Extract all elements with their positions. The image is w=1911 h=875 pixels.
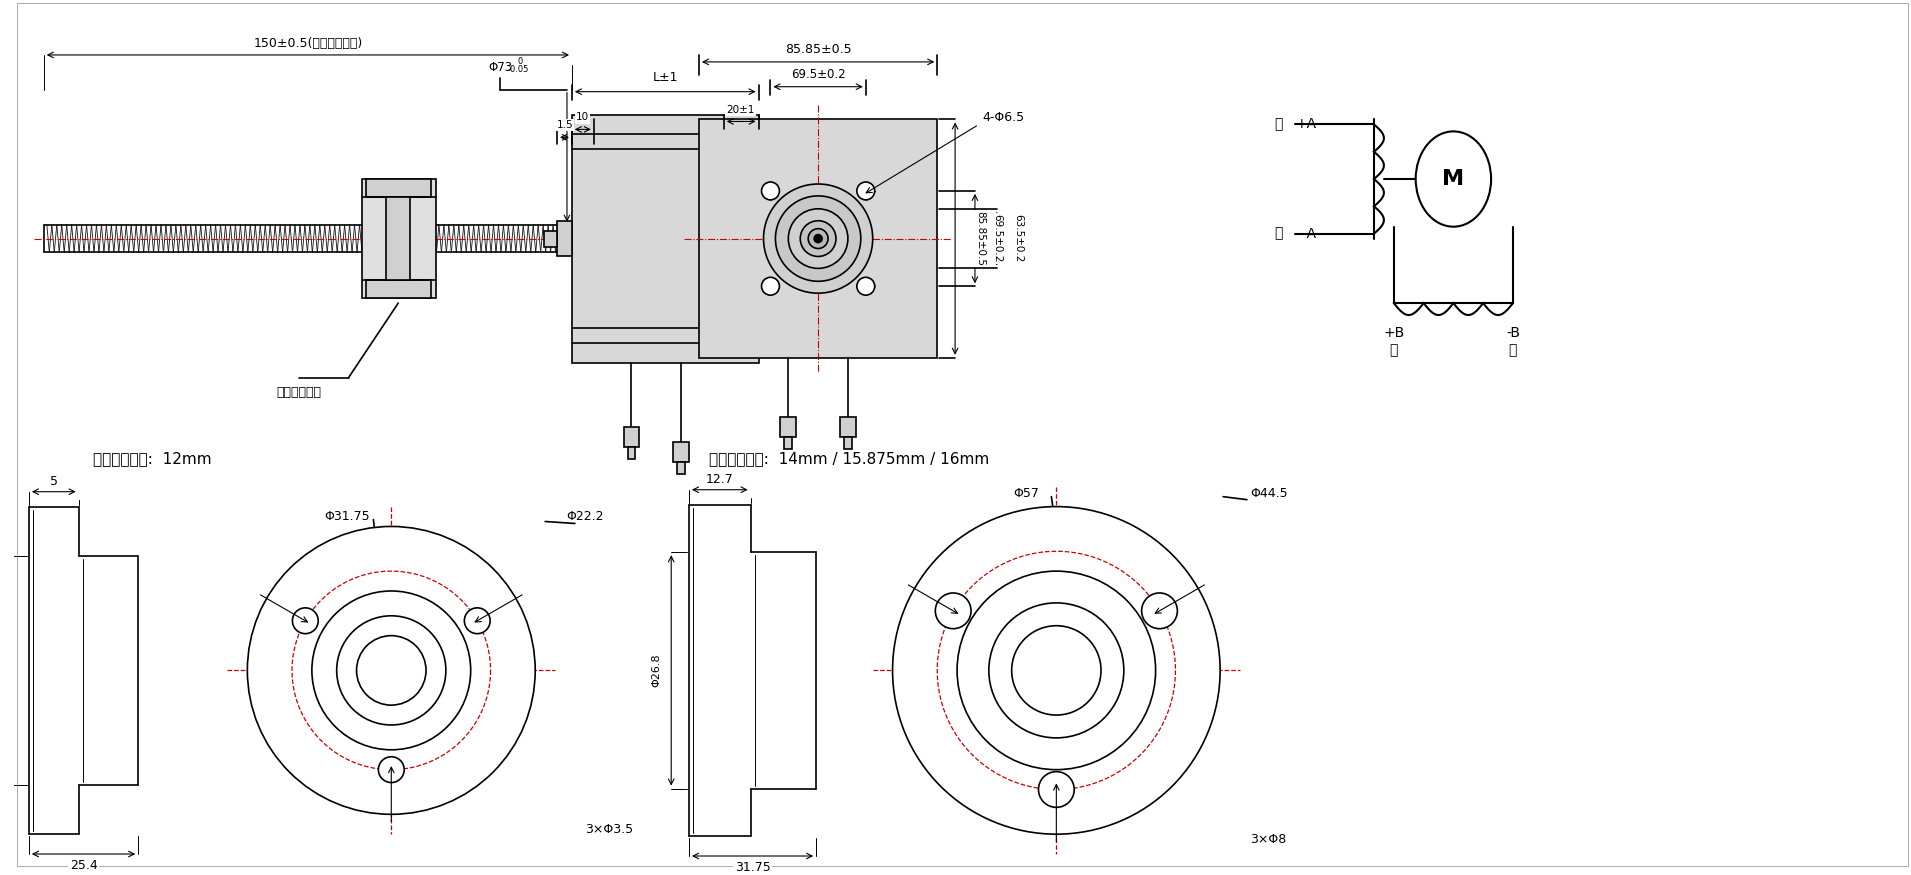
Circle shape — [378, 757, 405, 782]
Text: 梯型丝杆直径:  14mm / 15.875mm / 16mm: 梯型丝杆直径: 14mm / 15.875mm / 16mm — [709, 452, 990, 466]
Circle shape — [292, 608, 319, 634]
Text: Φ57: Φ57 — [1013, 487, 1040, 500]
Bar — [841, 417, 856, 438]
Bar — [845, 438, 852, 449]
Text: 31.75: 31.75 — [734, 861, 770, 874]
Circle shape — [764, 184, 873, 293]
Circle shape — [892, 507, 1219, 834]
Circle shape — [814, 234, 822, 242]
Text: 0: 0 — [518, 58, 524, 66]
Circle shape — [856, 182, 875, 200]
Bar — [676, 462, 686, 474]
Text: -0.05: -0.05 — [508, 66, 529, 74]
Text: 25.4: 25.4 — [69, 859, 97, 872]
Bar — [386, 197, 411, 280]
Bar — [699, 120, 936, 358]
Text: 85.85±0.5: 85.85±0.5 — [785, 44, 852, 57]
Text: L±1: L±1 — [652, 71, 678, 84]
Text: 绿: 绿 — [1389, 343, 1399, 357]
Text: 3×Φ3.5: 3×Φ3.5 — [585, 822, 633, 836]
Bar — [780, 417, 797, 438]
Bar — [759, 209, 770, 269]
Circle shape — [464, 608, 489, 634]
Text: +A: +A — [1296, 117, 1317, 131]
Text: 12.7: 12.7 — [705, 473, 734, 487]
Text: Φ73: Φ73 — [489, 61, 512, 74]
Text: Φ26.8: Φ26.8 — [652, 654, 661, 687]
Bar — [784, 438, 793, 449]
Circle shape — [801, 220, 835, 256]
Circle shape — [1038, 772, 1074, 808]
Text: 5: 5 — [50, 475, 57, 488]
Text: 4-Φ6.5: 4-Φ6.5 — [982, 111, 1024, 124]
Text: M: M — [1443, 169, 1464, 189]
Bar — [545, 231, 556, 247]
Bar — [361, 179, 436, 298]
Text: -B: -B — [1506, 326, 1519, 340]
Text: 20±1: 20±1 — [726, 104, 755, 115]
Circle shape — [762, 277, 780, 295]
Bar — [571, 115, 759, 362]
Text: 梯型丝杆直径:  12mm: 梯型丝杆直径: 12mm — [94, 452, 212, 466]
Text: 85.85±0.5: 85.85±0.5 — [975, 211, 984, 266]
Text: 1.5: 1.5 — [556, 121, 573, 130]
Text: 69.5±0.2: 69.5±0.2 — [992, 214, 1001, 262]
Bar — [623, 427, 640, 447]
Circle shape — [934, 593, 971, 629]
Circle shape — [247, 527, 535, 815]
Text: 黑: 黑 — [1510, 343, 1517, 357]
Text: Φ22.2: Φ22.2 — [566, 510, 604, 523]
Circle shape — [776, 196, 860, 281]
Text: -A: -A — [1301, 227, 1317, 241]
Circle shape — [762, 182, 780, 200]
Text: 63.5±0.2: 63.5±0.2 — [1013, 214, 1024, 262]
Bar — [556, 220, 571, 256]
Circle shape — [1141, 593, 1177, 629]
Text: 10: 10 — [577, 113, 589, 123]
Text: Φ44.5: Φ44.5 — [1250, 487, 1288, 500]
Text: 外部线性螺母: 外部线性螺母 — [277, 386, 321, 399]
Text: 蓝: 蓝 — [1275, 227, 1282, 241]
Circle shape — [808, 228, 827, 248]
Bar — [367, 179, 432, 197]
Bar — [367, 280, 432, 298]
Circle shape — [856, 277, 875, 295]
Text: Φ31.75: Φ31.75 — [323, 510, 369, 523]
Text: 3×Φ8: 3×Φ8 — [1250, 833, 1286, 845]
Bar — [627, 447, 636, 459]
Text: 69.5±0.2: 69.5±0.2 — [791, 68, 845, 81]
Text: 150±0.5(可自定义长度): 150±0.5(可自定义长度) — [254, 37, 363, 50]
Circle shape — [789, 209, 848, 269]
Bar — [673, 442, 690, 462]
Text: 红: 红 — [1275, 117, 1282, 131]
Text: +B: +B — [1384, 326, 1405, 340]
Ellipse shape — [1416, 131, 1491, 227]
